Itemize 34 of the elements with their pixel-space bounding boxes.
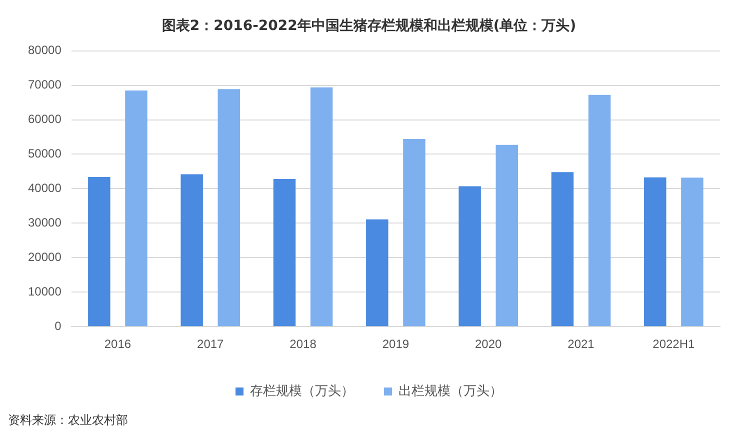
y-tick-label: 60000 <box>28 112 62 126</box>
x-tick-label: 2019 <box>382 337 410 352</box>
bar <box>273 179 296 326</box>
y-tick-label: 70000 <box>28 78 62 92</box>
y-tick-label: 50000 <box>28 146 62 161</box>
y-tick-label: 0 <box>54 318 62 333</box>
legend-label: 存栏规模（万头） <box>250 384 354 399</box>
bar <box>496 144 518 326</box>
y-tick-label: 80000 <box>28 43 62 58</box>
bar <box>681 178 704 326</box>
y-tick-label: 10000 <box>28 284 62 298</box>
bar <box>458 186 481 326</box>
bar <box>88 176 110 326</box>
x-tick-label: 2021 <box>568 337 595 352</box>
bar <box>218 89 240 326</box>
chart-title: 图表2：2016-2022年中国生猪存栏规模和出栏规模(单位：万头) <box>162 18 576 34</box>
bar <box>366 219 388 326</box>
y-tick-label: 20000 <box>28 250 62 264</box>
bar <box>551 172 574 326</box>
x-tick-label: 2020 <box>474 337 502 352</box>
x-tick-label: 2018 <box>290 337 317 352</box>
x-tick-label: 2022H1 <box>652 337 696 352</box>
x-tick-label: 2017 <box>197 337 224 352</box>
bar <box>588 94 611 326</box>
x-tick-label: 2016 <box>104 337 132 352</box>
bar <box>180 174 203 326</box>
bar <box>125 90 148 326</box>
legend-label: 出栏规模（万头） <box>398 384 502 399</box>
bar <box>644 177 666 326</box>
bar <box>310 87 333 326</box>
y-tick-label: 30000 <box>28 215 62 230</box>
bar <box>403 139 426 326</box>
y-tick-label: 40000 <box>28 181 62 196</box>
text: 资料来源：农业农村部 <box>8 412 129 429</box>
